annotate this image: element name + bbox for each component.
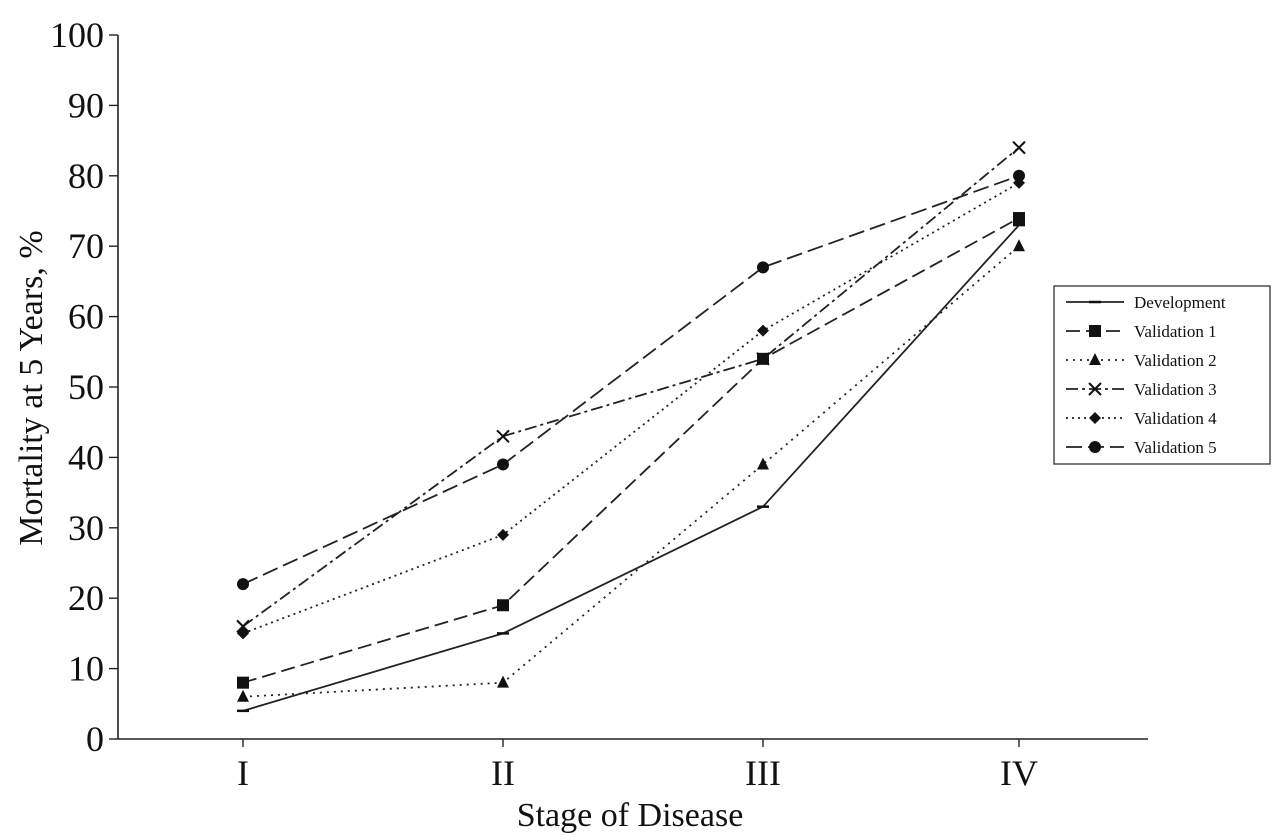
legend-label: Validation 1 — [1134, 322, 1217, 341]
data-point — [497, 599, 509, 612]
y-tick-label: 0 — [86, 719, 104, 759]
y-tick-label: 60 — [68, 297, 104, 337]
series-5 — [237, 169, 1025, 591]
series-line — [242, 174, 1020, 585]
x-tick-label: I — [237, 753, 249, 793]
legend: Development Validation 1 Validation 2 Valid… — [1053, 285, 1271, 465]
series-3 — [236, 140, 1026, 634]
series-layer — [236, 140, 1026, 713]
series-line — [242, 224, 1020, 712]
y-tick-label: 30 — [68, 508, 104, 548]
legend-label: Validation 5 — [1134, 438, 1217, 457]
data-point — [1013, 169, 1025, 182]
y-tick-label: 10 — [68, 649, 104, 689]
legend-label: Validation 3 — [1134, 380, 1217, 399]
series-1 — [237, 212, 1025, 689]
legend-marker — [1089, 412, 1101, 424]
y-tick-label: 80 — [68, 156, 104, 196]
y-tick-label: 70 — [68, 226, 104, 266]
data-point — [236, 619, 250, 634]
legend-label: Validation 4 — [1134, 409, 1217, 428]
series-line — [242, 217, 1020, 684]
data-point — [497, 675, 509, 688]
data-point — [757, 457, 769, 470]
legend-label: Validation 2 — [1134, 351, 1217, 370]
x-tick-labels: I II III IV — [237, 753, 1038, 793]
data-point — [1013, 212, 1025, 225]
legend-marker — [1089, 353, 1101, 365]
x-axis-label: Stage of Disease — [517, 797, 744, 834]
y-tick-label: 50 — [68, 367, 104, 407]
x-tick-label: III — [745, 753, 781, 793]
y-tick-label: 20 — [68, 578, 104, 618]
data-point — [237, 627, 249, 640]
y-axis-label: Mortality at 5 Years, % — [13, 230, 50, 545]
legend-item: Validation 5 — [1066, 438, 1217, 457]
data-point — [757, 324, 769, 337]
x-tick-label: IV — [1000, 753, 1038, 793]
y-tick-label: 100 — [50, 15, 104, 55]
series-line — [242, 146, 1020, 628]
legend-item: Validation 4 — [1066, 409, 1217, 428]
legend-marker — [1089, 441, 1101, 453]
legend-item: Validation 2 — [1066, 351, 1217, 370]
data-point — [237, 689, 249, 702]
series-2 — [237, 239, 1025, 702]
data-point — [757, 261, 769, 274]
x-tick-label: II — [491, 753, 515, 793]
data-point — [237, 676, 249, 689]
legend-marker — [1089, 325, 1101, 337]
data-point — [237, 578, 249, 591]
series-line — [242, 182, 1020, 635]
legend-label: Development — [1134, 293, 1226, 312]
series-line — [242, 245, 1020, 698]
y-tick-label: 90 — [68, 85, 104, 125]
series-0 — [237, 223, 1025, 713]
y-tick-labels: 0 10 20 30 40 50 60 70 80 90 100 — [50, 15, 104, 759]
axes — [109, 34, 1148, 747]
legend-box — [1053, 285, 1271, 465]
data-point — [497, 458, 509, 471]
data-point — [497, 528, 509, 541]
data-point — [496, 429, 510, 443]
data-point — [1013, 239, 1025, 252]
y-tick-label: 40 — [68, 437, 104, 477]
legend-item: Validation 1 — [1066, 322, 1217, 341]
data-point — [1012, 140, 1026, 155]
legend-item: Development — [1066, 293, 1226, 312]
legend-marker — [1088, 382, 1102, 396]
legend-item: Validation 3 — [1066, 380, 1217, 399]
data-point — [756, 352, 770, 366]
